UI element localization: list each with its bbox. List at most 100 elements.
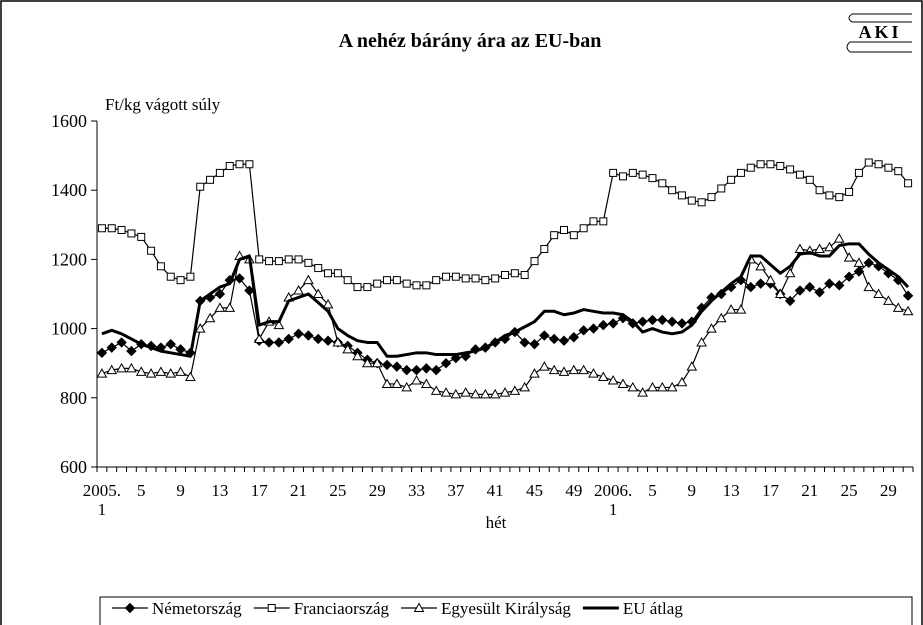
marker	[471, 274, 480, 283]
marker	[343, 276, 352, 285]
marker	[442, 272, 451, 281]
marker	[117, 225, 126, 234]
marker	[116, 362, 127, 373]
marker	[676, 376, 688, 387]
x-tick-label: 5	[136, 481, 146, 500]
marker	[402, 279, 411, 288]
marker	[401, 364, 412, 376]
marker	[499, 387, 511, 397]
marker	[569, 231, 578, 240]
marker	[324, 269, 333, 278]
marker	[304, 258, 313, 267]
marker	[126, 362, 137, 373]
marker	[353, 283, 362, 292]
marker	[430, 364, 442, 376]
marker	[776, 161, 785, 170]
marker	[658, 179, 667, 188]
marker	[165, 338, 176, 350]
marker	[766, 160, 775, 169]
marker	[833, 233, 845, 243]
marker	[245, 160, 254, 169]
marker	[558, 366, 570, 376]
marker	[116, 337, 127, 348]
marker	[784, 295, 796, 307]
marker	[155, 366, 167, 376]
marker	[156, 262, 165, 271]
x-tick-label: 2005. 1	[82, 481, 122, 519]
x-tick-label: 13	[722, 481, 740, 500]
marker	[510, 269, 519, 278]
marker	[834, 280, 845, 291]
legend-box	[99, 596, 913, 625]
marker	[686, 361, 698, 371]
marker	[413, 602, 425, 612]
x-tick-label-box: 25	[329, 481, 346, 500]
marker	[539, 330, 550, 341]
marker	[795, 170, 804, 179]
marker	[225, 161, 234, 170]
series	[97, 158, 913, 292]
marker	[224, 302, 236, 312]
marker	[794, 285, 806, 296]
marker	[501, 270, 509, 279]
marker	[884, 163, 893, 172]
x-tick-label: 37	[447, 481, 465, 500]
marker	[854, 168, 863, 177]
marker	[176, 276, 185, 285]
marker	[206, 175, 215, 184]
marker	[185, 371, 196, 382]
marker	[578, 325, 589, 336]
marker	[805, 175, 814, 184]
marker	[657, 314, 668, 326]
marker	[725, 304, 737, 314]
marker	[843, 271, 855, 282]
x-tick-label: 41	[486, 481, 504, 500]
marker	[440, 357, 452, 369]
marker	[845, 187, 854, 196]
marker	[411, 364, 422, 376]
x-tick-label-box: 17	[250, 481, 268, 500]
marker	[628, 168, 637, 177]
x-tick-label: 33	[408, 481, 426, 500]
marker	[204, 312, 216, 323]
x-tick-label: 17	[250, 481, 268, 500]
marker	[314, 264, 323, 273]
marker	[432, 276, 441, 285]
marker	[618, 172, 627, 181]
y-tick-label: 600	[60, 457, 87, 477]
marker	[520, 270, 529, 279]
marker	[717, 184, 726, 193]
marker	[707, 193, 716, 202]
marker	[755, 278, 766, 289]
marker	[676, 318, 688, 329]
marker	[598, 319, 609, 331]
marker	[874, 160, 883, 169]
marker	[794, 243, 806, 254]
marker	[284, 255, 293, 264]
marker	[864, 158, 873, 167]
marker	[145, 368, 157, 378]
marker	[165, 368, 177, 378]
marker	[548, 333, 560, 345]
marker	[263, 337, 275, 348]
legend-label: Németország	[152, 599, 242, 618]
marker	[617, 378, 629, 388]
legend: Németország Franciaország Egyesült Királys…	[99, 596, 913, 625]
marker	[677, 191, 686, 200]
x-tick-label-box: 37	[447, 481, 465, 500]
marker	[697, 198, 706, 207]
marker	[784, 267, 796, 278]
marker	[421, 363, 432, 374]
marker	[450, 352, 462, 364]
marker	[589, 217, 598, 226]
marker	[411, 374, 422, 385]
marker	[491, 274, 500, 283]
marker	[215, 168, 224, 177]
marker	[559, 225, 568, 234]
marker	[96, 368, 108, 378]
marker	[391, 361, 403, 372]
marker	[214, 302, 226, 312]
x-tick-label-box: 5	[648, 481, 657, 500]
marker	[765, 274, 776, 285]
marker	[373, 279, 382, 288]
